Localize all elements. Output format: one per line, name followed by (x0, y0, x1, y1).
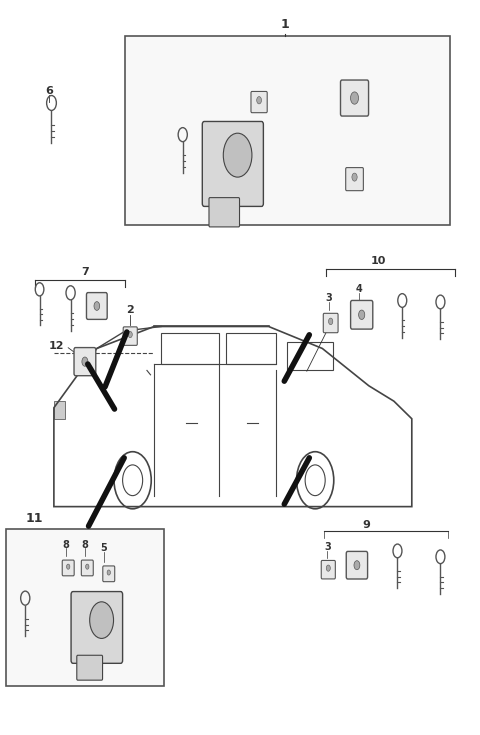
FancyBboxPatch shape (321, 561, 336, 579)
Text: 2: 2 (126, 305, 134, 315)
Text: 7: 7 (81, 268, 89, 277)
Circle shape (67, 564, 70, 569)
Circle shape (350, 92, 359, 104)
FancyBboxPatch shape (346, 551, 368, 579)
Text: 5: 5 (101, 543, 108, 553)
FancyBboxPatch shape (202, 121, 264, 207)
Text: 6: 6 (45, 87, 53, 96)
Circle shape (328, 318, 333, 325)
Text: 3: 3 (325, 293, 332, 303)
FancyBboxPatch shape (71, 592, 122, 663)
Circle shape (107, 570, 110, 575)
FancyArrowPatch shape (284, 458, 309, 504)
Bar (125, 36, 450, 225)
Text: 9: 9 (362, 520, 371, 530)
Circle shape (128, 331, 132, 337)
FancyBboxPatch shape (62, 560, 74, 576)
Circle shape (223, 133, 252, 177)
FancyBboxPatch shape (74, 348, 96, 376)
FancyBboxPatch shape (86, 293, 107, 320)
Circle shape (352, 173, 357, 181)
FancyBboxPatch shape (81, 560, 93, 576)
Text: 10: 10 (371, 257, 386, 266)
Circle shape (354, 561, 360, 570)
FancyBboxPatch shape (77, 656, 103, 680)
Text: 4: 4 (356, 284, 363, 294)
FancyArrowPatch shape (88, 364, 115, 409)
FancyArrowPatch shape (284, 335, 309, 381)
FancyBboxPatch shape (54, 401, 65, 419)
FancyArrowPatch shape (89, 458, 124, 526)
Circle shape (82, 357, 88, 366)
Bar (6, 528, 164, 686)
Circle shape (326, 565, 330, 571)
FancyArrowPatch shape (105, 332, 127, 387)
Text: 11: 11 (26, 512, 44, 525)
Circle shape (90, 602, 114, 639)
Text: 1: 1 (281, 18, 290, 31)
Circle shape (257, 96, 262, 104)
FancyBboxPatch shape (323, 313, 338, 333)
FancyBboxPatch shape (103, 566, 115, 581)
Circle shape (85, 564, 89, 569)
Circle shape (359, 310, 365, 320)
Text: 12: 12 (48, 340, 64, 351)
Circle shape (94, 301, 100, 310)
FancyBboxPatch shape (350, 301, 373, 329)
FancyBboxPatch shape (346, 168, 363, 190)
Text: 8: 8 (82, 539, 88, 550)
FancyBboxPatch shape (340, 80, 369, 116)
FancyBboxPatch shape (251, 91, 267, 112)
Text: 3: 3 (324, 542, 331, 552)
Text: 8: 8 (62, 539, 69, 550)
FancyBboxPatch shape (123, 327, 137, 345)
FancyBboxPatch shape (209, 198, 240, 227)
